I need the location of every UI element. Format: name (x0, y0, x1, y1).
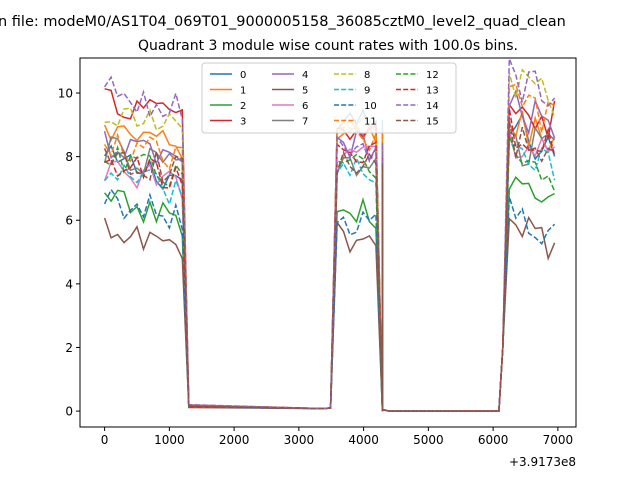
legend-label-6: 6 (302, 101, 308, 112)
x-tick-label: 5000 (413, 433, 444, 447)
legend-label-14: 14 (426, 101, 439, 112)
legend-label-15: 15 (426, 116, 439, 127)
chart-title: Quadrant 3 module wise count rates with … (138, 38, 518, 54)
y-tick-label: 0 (65, 405, 73, 419)
y-tick-label: 6 (65, 214, 73, 228)
x-tick-label: 4000 (348, 433, 379, 447)
x-tick-label: 6000 (478, 433, 509, 447)
legend-label-1: 1 (240, 85, 246, 96)
figure-suptitle: n file: modeM0/AS1T04_069T01_9000005158_… (0, 14, 566, 30)
x-tick-label: 0 (101, 433, 109, 447)
x-tick-label: 2000 (219, 433, 250, 447)
x-axis-offset-label: +3.9173e8 (509, 455, 576, 469)
legend-label-10: 10 (364, 101, 377, 112)
x-axis: 0 1000 2000 3000 4000 5000 6000 7000 (101, 427, 573, 447)
legend-label-8: 8 (364, 70, 370, 81)
legend-label-3: 3 (240, 116, 246, 127)
legend-label-4: 4 (302, 70, 308, 81)
y-axis: 0 2 4 6 8 10 (58, 86, 80, 419)
y-tick-label: 8 (65, 150, 73, 164)
x-tick-label: 1000 (154, 433, 185, 447)
legend-label-9: 9 (364, 85, 370, 96)
axes-frame (79, 57, 577, 428)
legend-label-7: 7 (302, 116, 308, 127)
legend-label-12: 12 (426, 70, 439, 81)
x-tick-label: 3000 (284, 433, 315, 447)
y-tick-label: 2 (65, 341, 73, 355)
x-tick-label: 7000 (543, 433, 574, 447)
y-tick-label: 4 (65, 277, 73, 291)
series-line-15 (103, 120, 555, 412)
legend-box (201, 62, 457, 134)
legend-label-5: 5 (302, 85, 308, 96)
legend-label-11: 11 (364, 116, 377, 127)
y-tick-label: 10 (58, 86, 73, 100)
legend-label-2: 2 (240, 101, 246, 112)
legend-label-0: 0 (240, 70, 246, 81)
legend-label-13: 13 (426, 85, 439, 96)
series-lines (103, 58, 556, 412)
